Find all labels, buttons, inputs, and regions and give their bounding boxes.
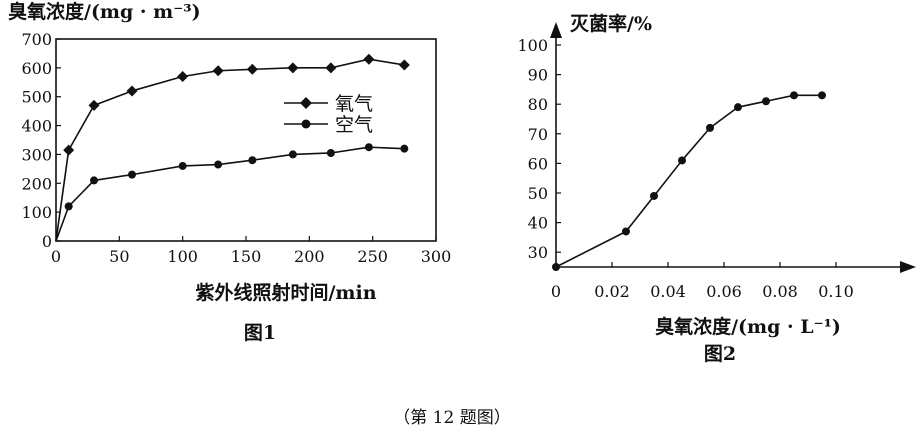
y-tick-label: 500 — [21, 88, 52, 107]
data-point-air — [326, 148, 335, 157]
data-point-air — [178, 161, 187, 170]
data-point-kill-rate — [706, 123, 714, 132]
series-line-air — [55, 146, 405, 242]
data-point-kill-rate — [678, 156, 686, 165]
data-point-air — [248, 156, 257, 165]
chart-2-x-axis-arrow — [900, 261, 916, 273]
figure-caption: （第 12 题图） — [393, 408, 510, 428]
data-point-oxygen — [363, 53, 375, 65]
legend-marker-circle — [301, 119, 311, 129]
legend-marker-diamond — [300, 97, 312, 109]
data-point-air — [64, 202, 73, 211]
x-tick-label: 50 — [109, 247, 129, 266]
chart-2-y-axis-arrow — [550, 22, 562, 38]
data-point-kill-rate — [650, 191, 658, 200]
y-tick-label: 90 — [528, 66, 548, 85]
data-point-air — [400, 144, 409, 153]
chart-2-x-axis-title: 臭氧浓度/(mg · L⁻¹) — [655, 315, 841, 338]
x-tick-label: 100 — [167, 247, 198, 266]
data-point-air — [128, 170, 136, 179]
y-tick-label: 300 — [21, 145, 52, 164]
x-tick-label: 0.04 — [650, 282, 686, 301]
y-tick-label: 30 — [528, 243, 548, 262]
x-tick-label: 250 — [357, 247, 388, 266]
data-point-oxygen — [212, 65, 224, 77]
data-point-oxygen — [63, 144, 75, 156]
x-tick-label: 0 — [551, 282, 561, 301]
y-tick-label: 400 — [21, 117, 52, 136]
data-point-air — [288, 150, 297, 159]
data-point-kill-rate — [762, 97, 770, 106]
data-point-oxygen — [398, 59, 410, 71]
y-tick-label: 70 — [528, 125, 548, 144]
x-tick-label: 0.08 — [762, 282, 798, 301]
data-point-oxygen — [246, 63, 258, 75]
chart-1-x-axis-title: 紫外线照射时间/min — [195, 281, 376, 304]
data-point-oxygen — [88, 99, 100, 111]
data-point-air — [364, 143, 373, 152]
y-tick-label: 60 — [528, 154, 548, 173]
chart-1-series — [55, 53, 410, 242]
x-tick-label: 0.02 — [594, 282, 630, 301]
legend-item-oxygen: 氧气 — [284, 93, 373, 115]
data-point-oxygen — [287, 62, 299, 74]
y-tick-label: 50 — [528, 184, 548, 203]
legend-item-air: 空气 — [284, 114, 373, 136]
data-point-air — [214, 160, 223, 169]
y-tick-label: 0 — [42, 232, 52, 251]
legend-label-oxygen: 氧气 — [335, 93, 373, 115]
y-tick-label: 700 — [21, 30, 52, 49]
x-tick-label: 150 — [231, 247, 262, 266]
data-point-kill-rate — [734, 103, 742, 112]
x-tick-label: 200 — [294, 247, 325, 266]
chart-1-y-ticks: 0 100 200 300 400 500 600 700 — [21, 30, 61, 251]
x-tick-label: 0.10 — [818, 282, 854, 301]
x-tick-label: 0 — [51, 247, 61, 266]
chart-2: 灭菌率/% 30 40 50 60 70 80 90 100 0 0.02 0.04 0.06 0.0… — [517, 12, 916, 365]
chart-1-y-axis-title: 臭氧浓度/(mg · m⁻³) — [8, 0, 201, 23]
y-tick-label: 40 — [528, 214, 548, 233]
y-tick-label: 100 — [517, 36, 548, 55]
chart-2-x-ticks: 0 0.02 0.04 0.06 0.08 0.10 — [551, 262, 854, 301]
chart-2-caption: 图2 — [704, 343, 736, 365]
y-tick-label: 80 — [528, 95, 548, 114]
chart-1-legend: 氧气 空气 — [284, 93, 373, 136]
y-tick-label: 200 — [21, 174, 52, 193]
series-line-kill-rate — [555, 94, 822, 268]
data-point-oxygen — [126, 85, 138, 97]
data-point-kill-rate — [552, 263, 560, 271]
chart-2-y-ticks: 30 40 50 60 70 80 90 100 — [517, 36, 561, 262]
data-point-oxygen — [177, 71, 189, 83]
x-tick-label: 0.06 — [706, 282, 742, 301]
data-point-air — [90, 176, 98, 185]
y-tick-label: 600 — [21, 59, 52, 78]
y-tick-label: 100 — [21, 203, 52, 222]
data-point-kill-rate — [818, 91, 826, 100]
chart-1-x-ticks: 0 50 100 150 200 250 300 — [51, 236, 451, 266]
data-point-kill-rate — [622, 227, 630, 236]
chart-2-series — [552, 91, 826, 271]
legend-label-air: 空气 — [335, 114, 373, 136]
chart-2-y-axis-title: 灭菌率/% — [569, 12, 652, 35]
data-point-kill-rate — [790, 91, 798, 100]
data-point-oxygen — [325, 62, 337, 74]
chart-1-caption: 图1 — [244, 322, 276, 344]
x-tick-label: 300 — [421, 247, 452, 266]
